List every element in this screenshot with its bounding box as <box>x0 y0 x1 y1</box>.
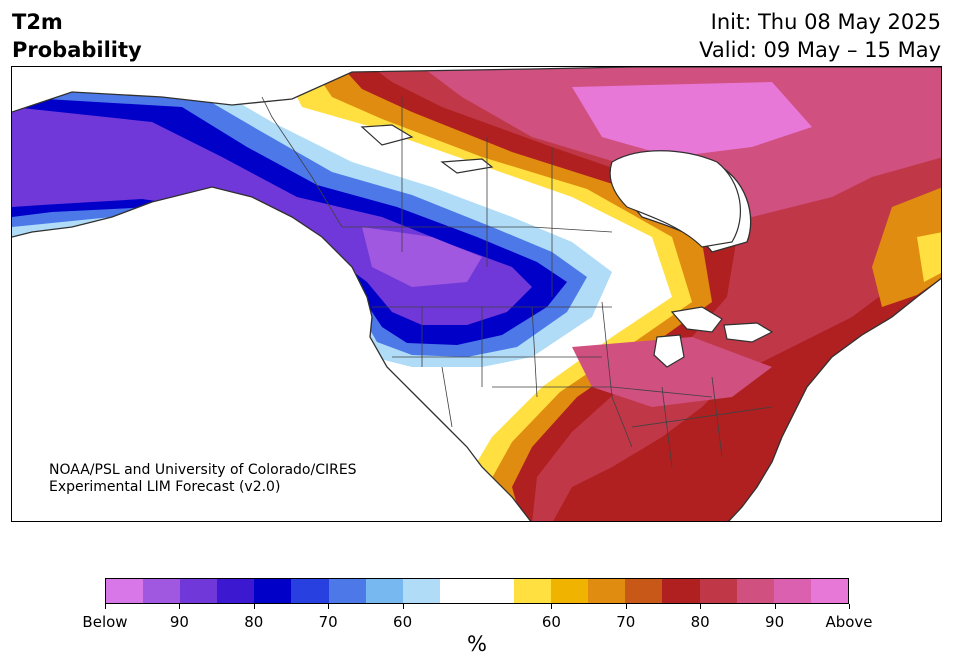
colorbar-tick <box>700 604 702 609</box>
map-title: T2m Probability <box>12 8 142 64</box>
colorbar-segment <box>551 579 589 603</box>
colorbar-segment <box>625 579 663 603</box>
colorbar-segment <box>106 579 144 603</box>
colorbar-tick <box>179 604 181 609</box>
colorbar-segment <box>514 579 552 603</box>
colorbar-segment <box>439 579 477 603</box>
colorbar-segment <box>291 579 329 603</box>
colorbar-tick <box>402 604 404 609</box>
colorbar-tick-label: Above <box>825 613 873 631</box>
colorbar-segment <box>736 579 774 603</box>
colorbar-segment <box>402 579 440 603</box>
colorbar-tick <box>551 604 553 609</box>
variable-label: T2m <box>12 10 63 34</box>
credit-text: NOAA/PSL and University of Colorado/CIRE… <box>49 462 357 496</box>
colorbar-segment <box>328 579 366 603</box>
forecast-map[interactable]: NOAA/PSL and University of Colorado/CIRE… <box>11 66 942 522</box>
colorbar-tick <box>328 604 330 609</box>
colorbar-tick-label: 90 <box>169 613 189 631</box>
colorbar-tick-label: 60 <box>541 613 561 631</box>
colorbar-tick <box>774 604 776 609</box>
colorbar-tick-label: 80 <box>244 613 264 631</box>
product-label: Probability <box>12 38 142 62</box>
valid-range: Valid: 09 May – 15 May <box>699 38 941 62</box>
colorbar-tick-label: 90 <box>765 613 785 631</box>
colorbar-tick-label: 70 <box>616 613 636 631</box>
colorbar-segment <box>180 579 218 603</box>
colorbar-segment <box>588 579 626 603</box>
colorbar-tick <box>105 604 106 609</box>
political-boundaries <box>261 96 773 468</box>
colorbar-segment <box>810 579 848 603</box>
init-date: Init: Thu 08 May 2025 <box>710 10 941 34</box>
shaded-field <box>12 67 941 521</box>
unit-label: % <box>467 632 487 656</box>
forecast-dates: Init: Thu 08 May 2025 Valid: 09 May – 15… <box>699 8 941 64</box>
probability-colorbar <box>105 578 849 604</box>
colorbar-segment <box>217 579 255 603</box>
credit-line-1: NOAA/PSL and University of Colorado/CIRE… <box>49 462 357 478</box>
colorbar-segment <box>662 579 700 603</box>
colorbar-tick-label: Below <box>82 613 128 631</box>
colorbar-segment <box>699 579 737 603</box>
colorbar-tick-label: 80 <box>690 613 710 631</box>
colorbar-segment <box>365 579 403 603</box>
colorbar-tick-label: 70 <box>318 613 338 631</box>
water-bodies <box>360 124 774 368</box>
colorbar-segment <box>254 579 292 603</box>
colorbar-segment <box>143 579 181 603</box>
colorbar-tick <box>253 604 255 609</box>
credit-line-2: Experimental LIM Forecast (v2.0) <box>49 479 281 495</box>
colorbar-tick <box>849 604 850 609</box>
colorbar-tick-label: 60 <box>393 613 413 631</box>
probability-field <box>12 67 941 521</box>
colorbar-segment <box>773 579 811 603</box>
colorbar-segment <box>476 579 515 603</box>
colorbar-tick <box>625 604 627 609</box>
